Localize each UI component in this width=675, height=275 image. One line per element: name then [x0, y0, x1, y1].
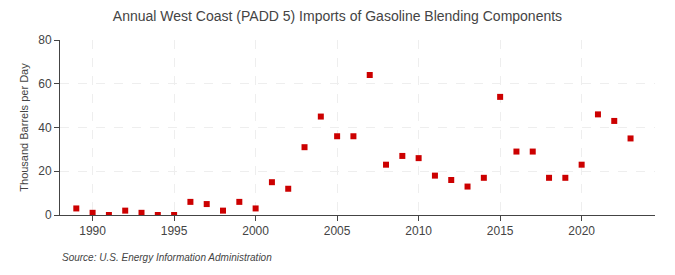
- svg-text:Annual West Coast (PADD 5) Imp: Annual West Coast (PADD 5) Imports of Ga…: [113, 8, 562, 24]
- svg-text:60: 60: [38, 77, 52, 91]
- svg-text:80: 80: [38, 33, 52, 47]
- svg-text:0: 0: [45, 208, 52, 222]
- svg-text:2010: 2010: [405, 224, 432, 238]
- svg-text:1995: 1995: [161, 224, 188, 238]
- svg-text:1990: 1990: [79, 224, 106, 238]
- svg-text:2005: 2005: [324, 224, 351, 238]
- svg-text:2020: 2020: [568, 224, 595, 238]
- svg-text:Source: U.S. Energy Informatio: Source: U.S. Energy Information Administ…: [62, 252, 272, 263]
- svg-text:2015: 2015: [487, 224, 514, 238]
- svg-text:40: 40: [38, 121, 52, 135]
- svg-text:Thousand Barrels per Day: Thousand Barrels per Day: [18, 63, 30, 192]
- svg-text:2000: 2000: [242, 224, 269, 238]
- svg-text:20: 20: [38, 164, 52, 178]
